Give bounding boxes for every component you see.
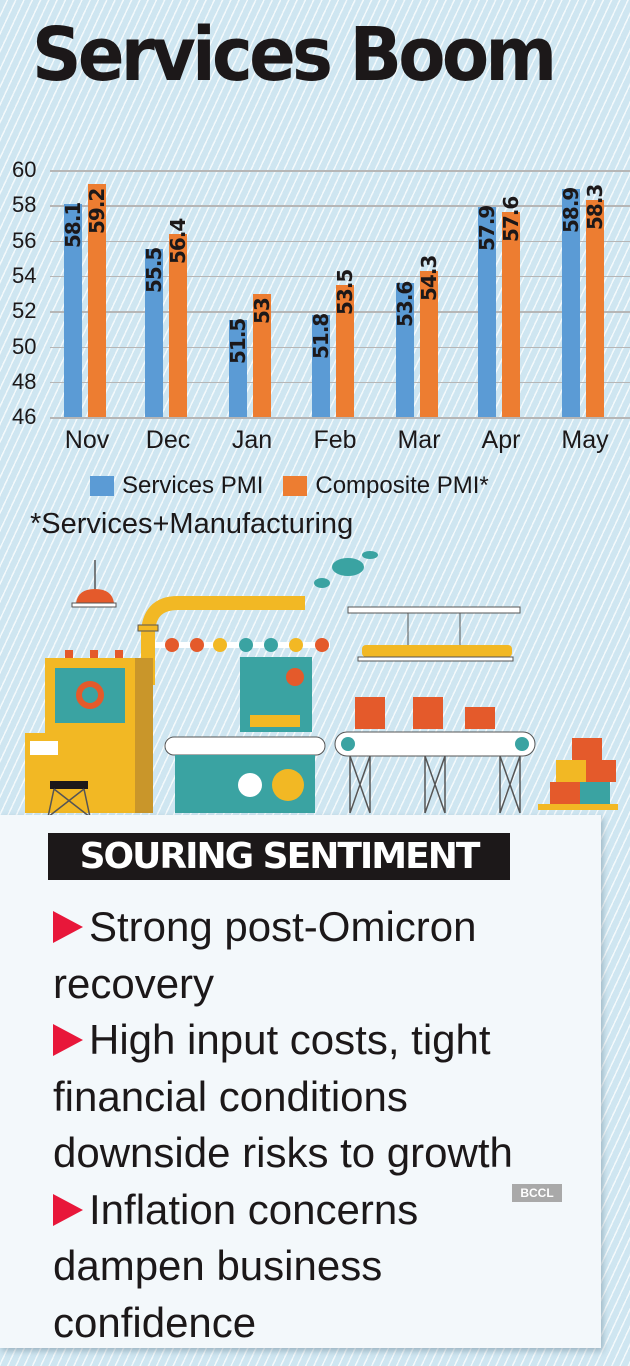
composite-bar xyxy=(586,200,604,418)
bullet-line: High input costs, tight xyxy=(53,1012,593,1069)
services-bar xyxy=(312,314,330,418)
composite-bar xyxy=(88,184,106,418)
x-tick-label: Jan xyxy=(231,426,273,454)
y-tick-label: 48 xyxy=(12,368,37,394)
bullet-line: downside risks to growth xyxy=(53,1129,513,1176)
y-tick-label: 46 xyxy=(12,404,37,430)
value-label: 58.3 xyxy=(583,184,607,230)
credit-badge: BCCL xyxy=(512,1184,562,1202)
value-label: 53.5 xyxy=(333,269,357,315)
chart-legend: Services PMI Composite PMI* xyxy=(90,472,489,500)
value-label: 59.2 xyxy=(85,188,109,235)
x-tick-label: Dec xyxy=(145,426,191,454)
gridline xyxy=(50,240,630,243)
composite-bar xyxy=(502,212,520,418)
y-tick-label: 60 xyxy=(12,157,37,182)
value-label: 53.6 xyxy=(393,281,417,327)
gridline xyxy=(50,417,630,419)
bullet-line: dampen business xyxy=(53,1242,383,1289)
x-tick-label: Feb xyxy=(313,426,357,454)
bullet-list: Strong post-Omicron recovery High input co… xyxy=(53,899,593,1351)
y-tick-label: 54 xyxy=(12,262,37,288)
red-triangle-bullet-icon xyxy=(53,911,83,943)
services-swatch-icon xyxy=(90,476,114,496)
y-tick-label: 50 xyxy=(12,333,37,359)
services-bar xyxy=(478,207,496,418)
value-label: 51.8 xyxy=(309,313,333,359)
footnote: *Services+Manufacturing xyxy=(30,508,354,540)
value-label: 55.5 xyxy=(142,248,166,294)
bullet-line: recovery xyxy=(53,959,215,1007)
x-tick-label: Apr xyxy=(481,426,521,454)
y-tick-label: 52 xyxy=(12,298,37,324)
value-label: 56.4 xyxy=(166,218,190,264)
services-bar xyxy=(64,203,82,418)
composite-bar xyxy=(336,284,354,418)
gridline xyxy=(50,205,630,207)
red-triangle-bullet-icon xyxy=(53,1024,83,1056)
value-label: 54.3 xyxy=(417,255,441,301)
value-label: 57.9 xyxy=(475,205,499,252)
chart-title: Services Boom xyxy=(32,12,557,98)
y-tick-label: 56 xyxy=(12,227,37,253)
y-tick-label: 58 xyxy=(12,192,37,218)
gridline xyxy=(50,170,630,172)
value-label: 58.9 xyxy=(559,188,583,234)
bullet-line: Inflation concerns xyxy=(53,1182,593,1239)
red-triangle-bullet-icon xyxy=(53,1193,83,1226)
services-bar xyxy=(145,249,163,418)
bullet-line: financial conditions xyxy=(53,1072,408,1120)
composite-bar xyxy=(169,233,187,418)
services-bar xyxy=(229,320,247,418)
bar-chart: 60 58 56 54 52 50 48 46 58.1 59.2 55.5 56.4 51.5 53 51… xyxy=(0,150,630,470)
legend-composite: Composite PMI* xyxy=(315,472,489,499)
value-label: 58.1 xyxy=(61,202,85,248)
panel-heading: SOURING SENTIMENT xyxy=(48,833,510,880)
services-bar xyxy=(396,282,414,418)
services-bar xyxy=(562,189,580,418)
composite-swatch-icon xyxy=(283,476,308,496)
x-tick-label: Nov xyxy=(64,426,110,454)
value-label: 57.6 xyxy=(499,197,523,243)
x-tick-label: Mar xyxy=(397,426,441,454)
value-label: 51.5 xyxy=(226,318,250,365)
x-tick-label: May xyxy=(561,426,609,454)
value-label: 53 xyxy=(250,297,274,324)
souring-sentiment-panel: SOURING SENTIMENT Strong post-Omicron rec… xyxy=(0,815,601,1348)
gridline xyxy=(50,275,630,278)
factory-illustration-icon xyxy=(25,551,618,817)
composite-bar xyxy=(420,270,438,418)
legend-services: Services PMI xyxy=(122,472,264,499)
bullet-line: Strong post-Omicron xyxy=(53,899,593,956)
bullet-line: confidence xyxy=(53,1298,257,1346)
composite-bar xyxy=(253,293,271,418)
